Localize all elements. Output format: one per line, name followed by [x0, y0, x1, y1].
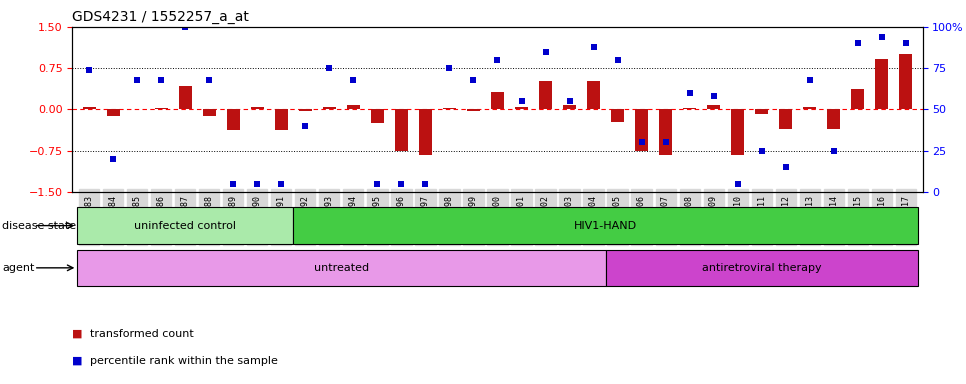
Bar: [827, 109, 840, 129]
Bar: [755, 109, 768, 114]
Text: ■: ■: [72, 329, 83, 339]
Text: untreated: untreated: [314, 263, 369, 273]
Bar: [779, 109, 792, 129]
Bar: [323, 107, 336, 109]
Bar: [491, 92, 504, 109]
Text: agent: agent: [2, 263, 35, 273]
Bar: [395, 109, 408, 151]
Text: ■: ■: [72, 356, 83, 366]
Bar: [77, 250, 606, 286]
Bar: [251, 107, 264, 109]
Text: uninfected control: uninfected control: [134, 220, 237, 231]
Bar: [731, 109, 744, 155]
Bar: [683, 108, 696, 109]
Text: antiretroviral therapy: antiretroviral therapy: [702, 263, 821, 273]
Bar: [227, 109, 240, 130]
Text: disease state: disease state: [2, 220, 76, 231]
Text: transformed count: transformed count: [90, 329, 193, 339]
Bar: [298, 109, 312, 111]
Bar: [875, 59, 889, 109]
Bar: [851, 89, 865, 109]
Bar: [83, 107, 96, 109]
Bar: [539, 81, 553, 109]
Bar: [606, 250, 918, 286]
Bar: [203, 109, 216, 116]
Bar: [899, 55, 912, 109]
Bar: [803, 107, 816, 109]
Bar: [77, 207, 294, 244]
Bar: [587, 81, 600, 109]
Bar: [611, 109, 624, 122]
Bar: [419, 109, 432, 155]
Text: percentile rank within the sample: percentile rank within the sample: [90, 356, 277, 366]
Bar: [707, 105, 721, 109]
Bar: [371, 109, 384, 123]
Bar: [347, 105, 360, 109]
Bar: [659, 109, 672, 155]
Bar: [467, 109, 480, 111]
Bar: [563, 105, 576, 109]
Bar: [155, 108, 168, 109]
Text: GDS4231 / 1552257_a_at: GDS4231 / 1552257_a_at: [72, 10, 249, 25]
Bar: [179, 86, 192, 109]
Bar: [274, 109, 288, 130]
Bar: [294, 207, 918, 244]
Bar: [442, 108, 456, 109]
Bar: [106, 109, 120, 116]
Text: HIV1-HAND: HIV1-HAND: [574, 220, 638, 231]
Bar: [635, 109, 648, 151]
Bar: [515, 107, 528, 109]
